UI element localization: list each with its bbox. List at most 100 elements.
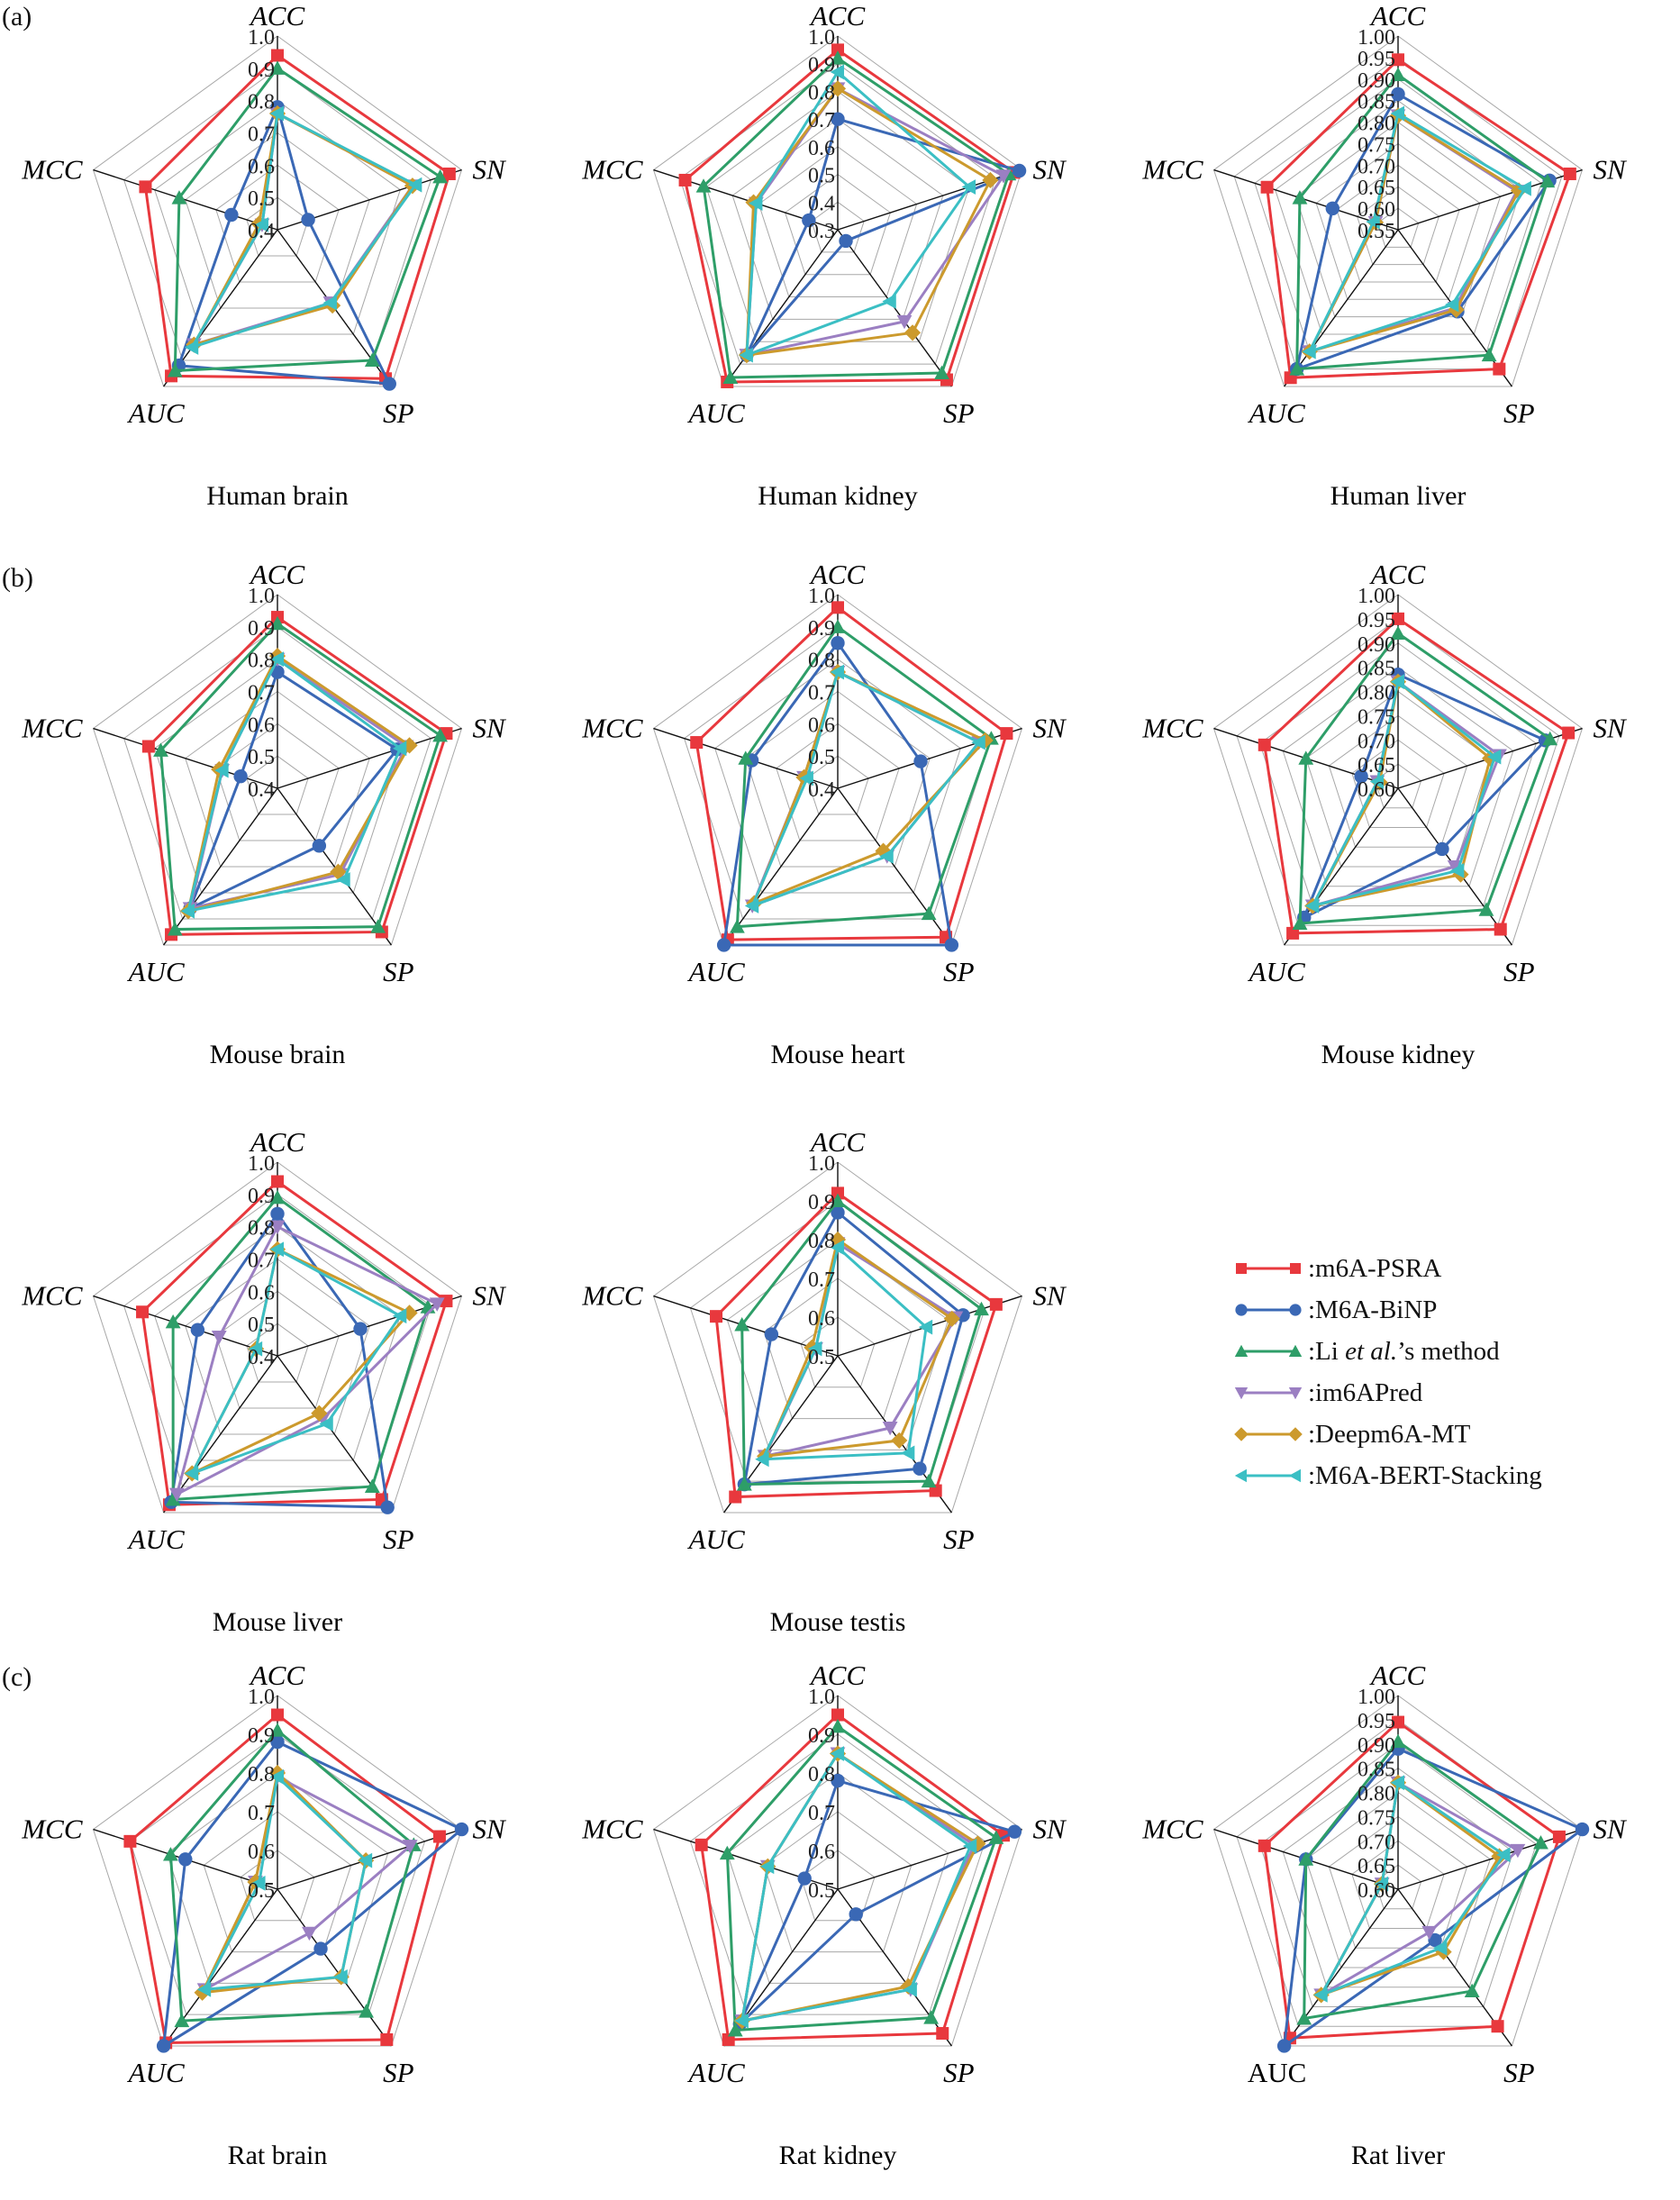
axis-label-mcc: MCC bbox=[581, 713, 643, 744]
axis-label-sp: SP bbox=[383, 1523, 414, 1555]
data-point-mcc bbox=[764, 1327, 779, 1341]
data-point-acc bbox=[269, 1241, 284, 1258]
grid-ring bbox=[185, 132, 370, 309]
grid-ring bbox=[92, 1695, 463, 2047]
data-point-mcc bbox=[224, 207, 239, 223]
tick-label: 0.6 bbox=[248, 1841, 275, 1864]
data-point-sn bbox=[353, 1322, 368, 1336]
tick-label: 0.85 bbox=[1358, 91, 1395, 114]
legend-marker bbox=[1288, 1468, 1301, 1483]
series-line bbox=[168, 1728, 416, 2023]
tick-label: 0.9 bbox=[808, 617, 835, 641]
legend-marker bbox=[1234, 1427, 1249, 1441]
grid-ring bbox=[154, 1226, 401, 1461]
tick-label: 0.8 bbox=[248, 91, 275, 114]
radar-chart-mouse-testis: 0.5 0.6 0.7 0.8 0.9 1.0 ACC SN SP AUC MCC Mouse tes… bbox=[560, 1126, 1119, 1667]
legend-label: :Deepm6A-MT bbox=[1308, 1419, 1471, 1449]
data-point-sp bbox=[896, 314, 913, 330]
data-point-sp bbox=[1444, 296, 1459, 313]
data-point-mcc bbox=[1298, 1851, 1314, 1866]
data-point-mcc bbox=[136, 1305, 150, 1319]
data-point-sp bbox=[849, 1907, 863, 1922]
data-point-sn bbox=[969, 1835, 986, 1852]
data-point-acc bbox=[1390, 67, 1406, 81]
data-point-auc bbox=[734, 2013, 749, 2029]
data-point-sn bbox=[943, 1310, 960, 1327]
data-point-sp bbox=[364, 352, 380, 367]
legend-marker bbox=[1234, 1468, 1247, 1483]
data-point-sp bbox=[891, 1432, 908, 1450]
axis-spoke bbox=[277, 1888, 392, 2047]
data-point-acc bbox=[271, 1708, 284, 1722]
legend-marker-triangle-left-icon bbox=[1234, 1468, 1301, 1483]
axis-labels: ACC SN SP AUC MCC bbox=[581, 559, 1067, 987]
series-m6a-binp bbox=[156, 1734, 469, 2053]
data-point-auc bbox=[1313, 1987, 1328, 2003]
data-point-auc bbox=[729, 919, 745, 933]
data-point-sp bbox=[311, 1405, 328, 1422]
data-point-acc bbox=[269, 105, 284, 122]
tick-labels: 0.600.650.700.750.800.850.900.951.00 bbox=[1358, 1686, 1395, 1903]
tick-labels: 0.3 0.4 0.5 0.6 0.7 0.8 0.9 1.0 bbox=[808, 26, 835, 243]
tick-label: 0.9 bbox=[248, 59, 275, 82]
axis-spoke bbox=[1397, 1888, 1512, 2047]
data-point-sp bbox=[336, 872, 350, 887]
data-point-sn bbox=[442, 167, 456, 180]
axis-label-sp: SP bbox=[1503, 2057, 1535, 2088]
tick-label: 0.7 bbox=[808, 109, 835, 132]
data-point-acc bbox=[831, 1773, 845, 1788]
series-line bbox=[189, 1247, 403, 1477]
tick-label: 0.6 bbox=[808, 137, 835, 160]
data-point-sp bbox=[934, 365, 949, 380]
tick-label: 0.70 bbox=[1358, 1831, 1395, 1854]
data-point-auc bbox=[184, 340, 199, 355]
data-point-auc bbox=[168, 1487, 185, 1503]
data-point-sp bbox=[882, 294, 896, 309]
axis-labels: ACC SN SP AUC MCC bbox=[21, 0, 507, 429]
grid-ring bbox=[726, 1239, 949, 1450]
radar-chart-mouse-heart: 0.4 0.5 0.6 0.7 0.8 0.9 1.0 ACC SN SP AUC MCC Mouse … bbox=[560, 559, 1119, 1099]
data-point-acc bbox=[269, 1768, 284, 1785]
data-point-acc bbox=[1392, 1715, 1404, 1729]
axis-label-sp: SP bbox=[1503, 956, 1535, 987]
series-line bbox=[740, 1751, 976, 2023]
series-line bbox=[749, 669, 982, 909]
radar-chart-human-brain: 0.4 0.5 0.6 0.7 0.8 0.9 1.0 ACC SN SP AUC MCC Human … bbox=[0, 0, 558, 541]
tick-label: 0.4 bbox=[248, 778, 275, 802]
tick-label: 0.90 bbox=[1358, 633, 1395, 657]
data-point-mcc bbox=[123, 1834, 137, 1848]
grid-ring bbox=[763, 1811, 913, 1953]
data-point-sn bbox=[301, 213, 315, 227]
data-point-sp bbox=[301, 1926, 317, 1941]
series-line bbox=[1298, 631, 1552, 925]
axis-label-sn: SN bbox=[1593, 154, 1628, 186]
axis-label-auc: AUC bbox=[127, 956, 185, 987]
tick-label: 0.6 bbox=[248, 155, 275, 178]
data-point-auc bbox=[156, 2039, 171, 2053]
tick-label: 1.0 bbox=[248, 585, 275, 608]
data-point-sp bbox=[879, 848, 894, 864]
series-m6a-bert-stacking bbox=[196, 1768, 373, 1997]
tick-label: 0.6 bbox=[808, 1307, 835, 1331]
data-point-sn bbox=[1552, 1830, 1566, 1843]
axis-spoke bbox=[723, 787, 839, 946]
tick-label: 0.5 bbox=[808, 746, 835, 769]
tick-label: 0.9 bbox=[808, 54, 835, 77]
tick-label: 0.85 bbox=[1358, 658, 1395, 681]
axis-label-sp: SP bbox=[943, 956, 975, 987]
data-point-acc bbox=[1391, 86, 1405, 102]
data-point-sn bbox=[1000, 727, 1013, 741]
series-m6a-bert-stacking bbox=[184, 1241, 407, 1481]
radar-chart-rat-brain: 0.5 0.6 0.7 0.8 0.9 1.0 ACC SN SP AUC MCC Rat brain bbox=[0, 1659, 558, 2200]
grid-ring bbox=[776, 723, 900, 841]
data-point-mcc bbox=[1366, 214, 1380, 230]
grid-ring bbox=[215, 1290, 340, 1409]
tick-label: 0.7 bbox=[248, 123, 275, 147]
axis-label-acc: ACC bbox=[1369, 1659, 1426, 1691]
data-point-mcc bbox=[171, 190, 187, 205]
grid-ring bbox=[689, 1733, 986, 2015]
grid-ring bbox=[784, 173, 892, 276]
